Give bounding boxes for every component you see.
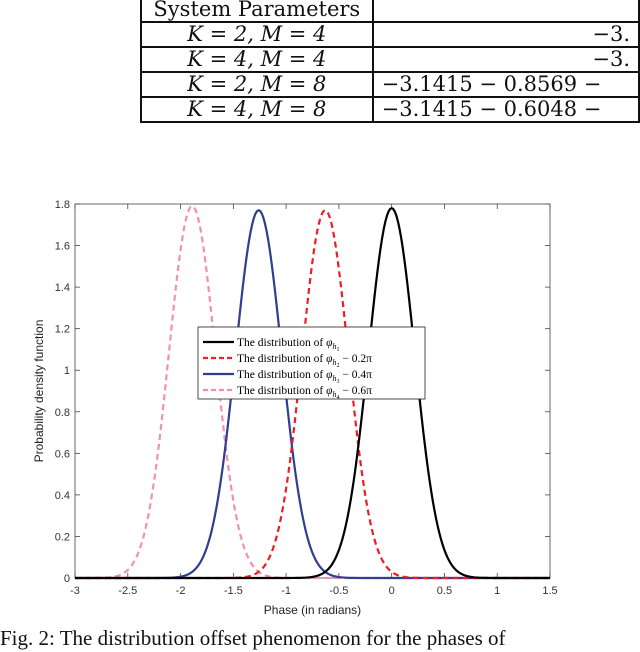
x-tick-label: 1 [494, 585, 500, 597]
y-tick-label: 1 [64, 365, 70, 377]
table-cell: −3. [371, 46, 640, 73]
series-lines [75, 204, 550, 580]
x-tick-label: -0.5 [329, 585, 348, 597]
table-cell [371, 0, 640, 23]
axis-ticks: -3 -2.5 -2 -1.5 -1 -0.5 0 0.5 1 1.5 0 0.2 0.4 0.6 0.8 1… [55, 199, 558, 597]
y-tick-label: 1.6 [55, 241, 70, 253]
table-cell: K = 4, M = 4 [140, 46, 374, 73]
legend-text-part: h [333, 358, 337, 367]
legend-box [197, 326, 426, 400]
x-tick-label: -1.5 [224, 585, 243, 597]
pdf-chart: -3 -2.5 -2 -1.5 -1 -0.5 0 0.5 1 1.5 0 0.2 0.4 0.6 0.8 1… [32, 199, 558, 617]
legend-label-3: The distribution of φh3 − 0.4π [237, 369, 372, 385]
legend-text-part: 1 [337, 347, 340, 353]
y-tick-label: 0.6 [55, 448, 70, 460]
legend-text-part: − 0.6π [340, 385, 373, 397]
legend-text-part: 3 [337, 379, 340, 385]
table-row: K = 2, M = 8 −3.1415 − 0.8569 − [140, 71, 640, 98]
table-row: K = 2, M = 4 −3. [140, 21, 640, 48]
legend-text-part: h [333, 342, 337, 351]
legend-text-part: − 0.4π [340, 369, 373, 381]
legend-text-part: h [333, 390, 337, 399]
legend-text-part: φ [326, 337, 333, 349]
y-tick-label: 0 [64, 573, 70, 585]
legend-text-part: 2 [337, 363, 340, 369]
legend-text-part: The distribution of [237, 369, 326, 381]
table-row: K = 4, M = 8 −3.1415 − 0.6048 − [140, 96, 640, 123]
x-axis-label: Phase (in radians) [264, 603, 361, 617]
y-tick-label: 1.4 [55, 282, 70, 294]
x-tick-label: -2.5 [118, 585, 137, 597]
legend-label-2: The distribution of φh2 − 0.2π [237, 353, 372, 369]
legend-label-4: The distribution of φh4 − 0.6π [237, 385, 372, 401]
y-tick-label: 0.4 [55, 490, 70, 502]
legend-label-1: The distribution of φh1 [237, 337, 340, 353]
series-line-2 [75, 209, 550, 580]
series-line-1 [75, 207, 550, 580]
legend-text-part: − 0.2π [340, 353, 373, 365]
legend-text-part: φ [326, 369, 333, 381]
table-cell: K = 2, M = 4 [140, 21, 374, 48]
y-tick-label: 1.8 [55, 199, 70, 211]
table-cell: −3. [371, 21, 640, 48]
legend-text-part: The distribution of [237, 385, 326, 397]
x-tick-label: -3 [70, 585, 80, 597]
table-cell: System Parameters [140, 0, 374, 23]
y-tick-label: 0.8 [55, 407, 70, 419]
legend-text-part: φ [326, 385, 333, 397]
legend-text-part: The distribution of [237, 353, 326, 365]
x-tick-label: 0.5 [437, 585, 452, 597]
x-tick-label: -2 [176, 585, 186, 597]
legend-text-part: φ [326, 353, 333, 365]
table-cell: K = 2, M = 8 [140, 71, 374, 98]
table-row: K = 4, M = 4 −3. [140, 46, 640, 73]
x-tick-label: 1.5 [542, 585, 557, 597]
y-axis-label: Probability density function [32, 320, 46, 463]
system-parameters-table: System Parameters K = 2, M = 4 −3. K = 4… [140, 0, 640, 123]
legend-text-part: 4 [337, 395, 340, 401]
table-fragment: System Parameters K = 2, M = 4 −3. K = 4… [0, 0, 640, 140]
table-cell: K = 4, M = 8 [140, 96, 374, 123]
y-tick-label: 0.2 [55, 531, 70, 543]
x-tick-label: 0 [389, 585, 395, 597]
table-row: System Parameters [140, 0, 640, 23]
table-cell: −3.1415 − 0.6048 − [371, 96, 640, 123]
legend-text-part: The distribution of [237, 337, 326, 349]
figure-caption: Fig. 2: The distribution offset phenomen… [0, 626, 506, 650]
x-tick-label: -1 [281, 585, 291, 597]
legend-text-part: h [333, 374, 337, 383]
y-tick-label: 1.2 [55, 324, 70, 336]
table-cell: −3.1415 − 0.8569 − [371, 71, 640, 98]
